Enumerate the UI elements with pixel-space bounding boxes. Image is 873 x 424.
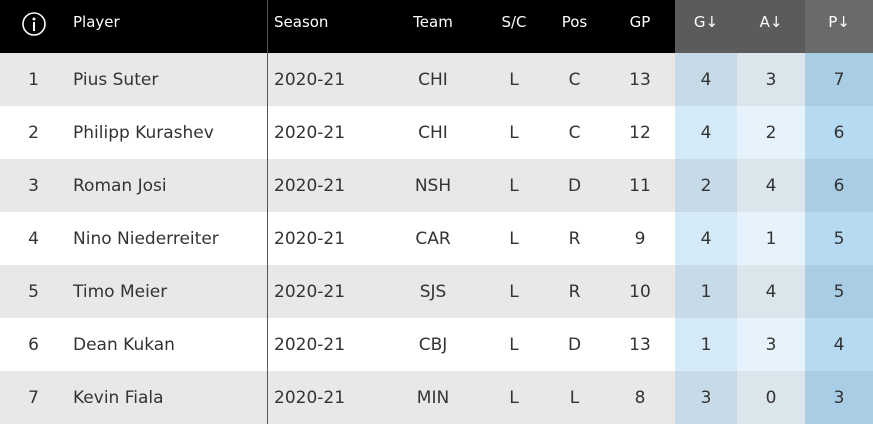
column-header[interactable]: Pos [544, 0, 605, 53]
table-cell: CAR [382, 212, 484, 265]
table-cell: 8 [605, 371, 675, 424]
table-cell: 3 [737, 53, 805, 106]
table-cell: Roman Josi [67, 159, 268, 212]
table-cell: 7 [805, 53, 873, 106]
table-cell: 13 [605, 318, 675, 371]
table-cell: 2020-21 [268, 53, 382, 106]
rank-cell: 6 [0, 318, 67, 371]
table-cell: 2020-21 [268, 159, 382, 212]
rank-cell: 2 [0, 106, 67, 159]
column-header[interactable]: A↓ [737, 0, 805, 53]
rank-cell: 5 [0, 265, 67, 318]
table-cell: 1 [675, 318, 737, 371]
table-cell: 3 [675, 371, 737, 424]
table-cell: 4 [675, 212, 737, 265]
table-cell: 13 [605, 53, 675, 106]
table-cell: L [484, 318, 544, 371]
table-cell: 4 [737, 159, 805, 212]
table-cell: Dean Kukan [67, 318, 268, 371]
table-cell: 2020-21 [268, 371, 382, 424]
table-cell: R [544, 212, 605, 265]
table-cell: L [484, 371, 544, 424]
table-cell: L [484, 212, 544, 265]
column-header[interactable]: G↓ [675, 0, 737, 53]
table-cell: 3 [805, 371, 873, 424]
table-cell: 4 [675, 106, 737, 159]
table-cell: L [484, 53, 544, 106]
column-header[interactable]: S/C [484, 0, 544, 53]
table-cell: L [484, 159, 544, 212]
table-cell: 2 [737, 106, 805, 159]
table-cell: 3 [737, 318, 805, 371]
table-cell: Kevin Fiala [67, 371, 268, 424]
table-cell: 1 [737, 212, 805, 265]
table-cell: 2 [675, 159, 737, 212]
table-cell: 9 [605, 212, 675, 265]
column-header[interactable]: P↓ [805, 0, 873, 53]
table-cell: 5 [805, 212, 873, 265]
table-cell: C [544, 53, 605, 106]
table-cell: 2020-21 [268, 212, 382, 265]
table-cell: CHI [382, 53, 484, 106]
table-cell: 4 [675, 53, 737, 106]
table-cell: R [544, 265, 605, 318]
table-cell: MIN [382, 371, 484, 424]
table-cell: L [544, 371, 605, 424]
column-header[interactable]: Team [382, 0, 484, 53]
table-cell: 6 [805, 106, 873, 159]
table-cell: 2020-21 [268, 106, 382, 159]
info-icon [21, 12, 46, 36]
table-cell: 1 [675, 265, 737, 318]
table-cell: 4 [805, 318, 873, 371]
table-cell: 12 [605, 106, 675, 159]
table-cell: D [544, 318, 605, 371]
rank-cell: 3 [0, 159, 67, 212]
column-header[interactable]: Season [268, 0, 382, 53]
column-header[interactable]: GP [605, 0, 675, 53]
info-header[interactable] [0, 0, 67, 53]
table-cell: 5 [805, 265, 873, 318]
rank-cell: 4 [0, 212, 67, 265]
table-cell: 2020-21 [268, 265, 382, 318]
table-cell: 4 [737, 265, 805, 318]
table-cell: SJS [382, 265, 484, 318]
table-cell: Philipp Kurashev [67, 106, 268, 159]
table-cell: L [484, 106, 544, 159]
table-cell: D [544, 159, 605, 212]
table-cell: CHI [382, 106, 484, 159]
rank-cell: 7 [0, 371, 67, 424]
table-cell: 6 [805, 159, 873, 212]
table-cell: 0 [737, 371, 805, 424]
table-cell: 11 [605, 159, 675, 212]
column-header[interactable]: Player [67, 0, 268, 53]
table-cell: C [544, 106, 605, 159]
table-cell: 2020-21 [268, 318, 382, 371]
table-cell: 10 [605, 265, 675, 318]
rank-cell: 1 [0, 53, 67, 106]
table-cell: L [484, 265, 544, 318]
table-cell: Pius Suter [67, 53, 268, 106]
table-cell: Timo Meier [67, 265, 268, 318]
table-cell: CBJ [382, 318, 484, 371]
table-cell: NSH [382, 159, 484, 212]
table-cell: Nino Niederreiter [67, 212, 268, 265]
column-separator [267, 0, 268, 424]
